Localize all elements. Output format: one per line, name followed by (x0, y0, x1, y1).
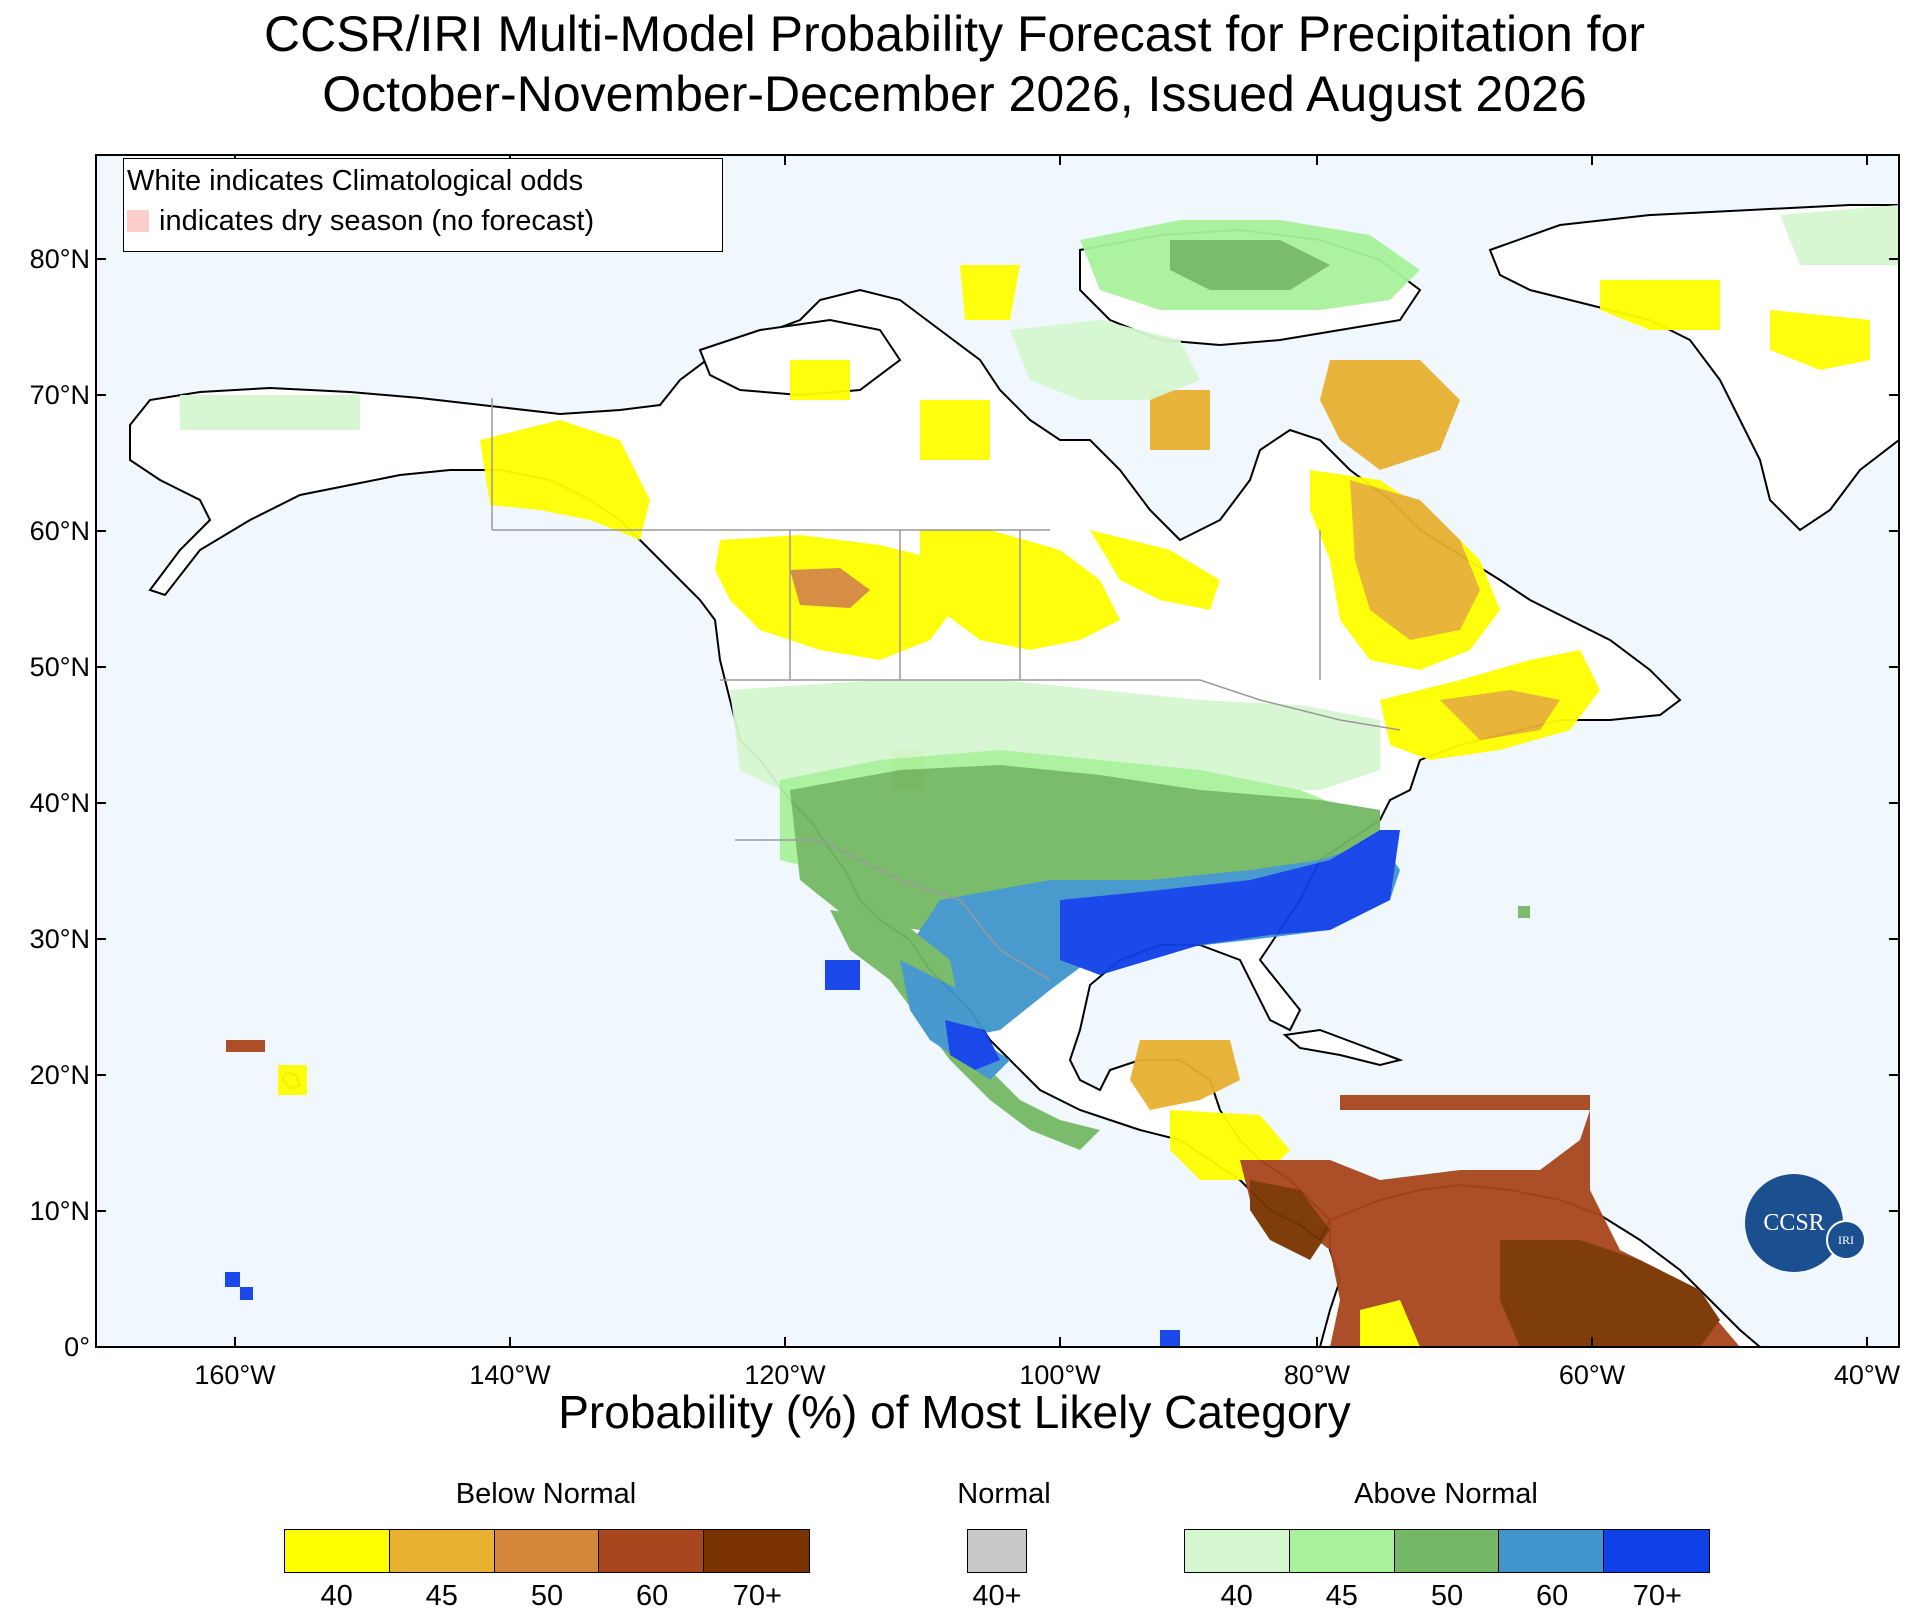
below-arctic-3 (1150, 390, 1210, 450)
normal-colorbar (967, 1529, 1027, 1573)
colorbar-swatch (389, 1530, 495, 1572)
below-yucatan (1130, 1040, 1240, 1110)
colorbar-title: Probability (%) of Most Likely Category (558, 1386, 1351, 1438)
colorbar-swatch (704, 1530, 809, 1572)
map-title: CCSR/IRI Multi-Model Probability Forecas… (0, 4, 1909, 124)
below-arctic-4 (920, 400, 990, 460)
inset-legend: White indicates Climatological odds indi… (123, 158, 723, 252)
legend-climatological: White indicates Climatological odds (127, 165, 584, 197)
legend-dry-season-text: indicates dry season (no forecast) (159, 205, 595, 237)
lat-label: 80°N (30, 244, 90, 274)
below-amazon-yellow (1360, 1300, 1420, 1347)
title-line-1: CCSR/IRI Multi-Model Probability Forecas… (263, 6, 1645, 62)
colorbar-tick-label: 70+ (732, 1580, 782, 1612)
above-baja-70 (825, 960, 860, 990)
colorbar-swatch (1394, 1530, 1500, 1572)
colorbar-swatch (494, 1530, 600, 1572)
below-greenland-north (1600, 280, 1720, 330)
colorbar-swatch (968, 1530, 1026, 1572)
land-cuba (1282, 1028, 1404, 1067)
lat-label: 0° (64, 1332, 90, 1362)
below-arctic-1 (960, 265, 1020, 320)
lon-label: 40°W (1834, 1360, 1901, 1390)
below-normal-colorbar (284, 1529, 810, 1573)
below-maritimes-core (1440, 690, 1560, 740)
below-baffin (1320, 360, 1460, 470)
colorbar-swatch (285, 1530, 390, 1572)
lat-label: 50°N (30, 652, 90, 682)
lon-label: 160°W (194, 1360, 276, 1390)
latitude-axis: 80°N 70°N 60°N 50°N 40°N 30°N 20°N 10°N 0° (30, 244, 1899, 1362)
lat-label: 40°N (30, 788, 90, 818)
above-pacific-dot-1 (225, 1272, 240, 1287)
colorbar-swatch (1604, 1530, 1709, 1572)
lon-label: 140°W (469, 1360, 551, 1390)
above-atlantic-dot (1518, 906, 1530, 918)
colorbar-tick-label: 45 (425, 1580, 458, 1612)
below-caribbean-strip (1340, 1095, 1590, 1110)
above-greenland-coast (1780, 205, 1899, 265)
below-prairies-core (790, 568, 870, 608)
colorbar-swatch (1289, 1530, 1395, 1572)
below-arctic-2 (790, 360, 850, 400)
lon-label: 80°W (1284, 1360, 1351, 1390)
below-alaska-yukon (480, 420, 650, 540)
above-pacific-dot-2 (240, 1287, 253, 1300)
us-mexico-border (735, 839, 1051, 981)
lon-label: 60°W (1559, 1360, 1626, 1390)
below-hawaii (226, 1040, 265, 1052)
colorbar-swatch (1185, 1530, 1290, 1572)
lon-label: 120°W (744, 1360, 826, 1390)
below-south-america-core (1500, 1240, 1720, 1347)
colorbar-swatch (1499, 1530, 1605, 1572)
above-mexico-70 (945, 1020, 1000, 1070)
longitude-axis: 160°W 140°W 120°W 100°W 80°W 60°W 40°W (194, 155, 1901, 1390)
above-normal-colorbar (1184, 1529, 1710, 1573)
lat-label: 10°N (30, 1196, 90, 1226)
colorbar-tick-label: 40+ (972, 1580, 1022, 1612)
colorbar-tick-label: 45 (1325, 1580, 1358, 1612)
below-normal-label: Below Normal (455, 1478, 637, 1510)
above-arctic-core (1170, 240, 1330, 290)
below-hawaii-2 (278, 1065, 307, 1095)
above-normal-label: Above Normal (1354, 1478, 1538, 1510)
dry-season-swatch (127, 210, 149, 232)
above-southeast-70 (1060, 830, 1400, 975)
normal-label: Normal (957, 1478, 1051, 1510)
colorbar-tick-label: 60 (1536, 1580, 1569, 1612)
lat-label: 60°N (30, 516, 90, 546)
borders (491, 398, 1401, 981)
lon-label: 100°W (1019, 1360, 1101, 1390)
title-line-2: October-November-December 2026, Issued A… (322, 66, 1587, 122)
below-panama (1250, 1180, 1330, 1260)
below-greenland-east (1770, 310, 1870, 370)
below-hudson-east (1090, 530, 1220, 610)
lat-label: 70°N (30, 380, 90, 410)
colorbar-swatch (599, 1530, 705, 1572)
map-frame (95, 154, 1900, 1348)
lat-label: 20°N (30, 1060, 90, 1090)
us-canada-border (720, 679, 1401, 731)
lat-label: 30°N (30, 924, 90, 954)
colorbar-tick-label: 40 (320, 1580, 353, 1612)
colorbar-tick-label: 70+ (1632, 1580, 1682, 1612)
colorbar-tick-label: 50 (1430, 1580, 1464, 1612)
land-greenland (1488, 204, 1899, 532)
canada-provinces (492, 529, 1321, 680)
legend-dry-season: indicates dry season (no forecast) (127, 204, 594, 238)
colorbar-tick-label: 40 (1220, 1580, 1253, 1612)
above-alaska-north (180, 395, 360, 430)
above-arctic-lower (1010, 320, 1200, 400)
above-normal-regions (180, 205, 1899, 1347)
iri-logo: IRI (1826, 1220, 1866, 1260)
colorbar-tick-label: 60 (636, 1580, 669, 1612)
above-pacific-dot-3 (1160, 1330, 1180, 1347)
colorbar-tick-label: 50 (530, 1580, 564, 1612)
ccsr-logo: CCSR (1745, 1174, 1843, 1272)
below-quebec-core (1350, 480, 1480, 640)
